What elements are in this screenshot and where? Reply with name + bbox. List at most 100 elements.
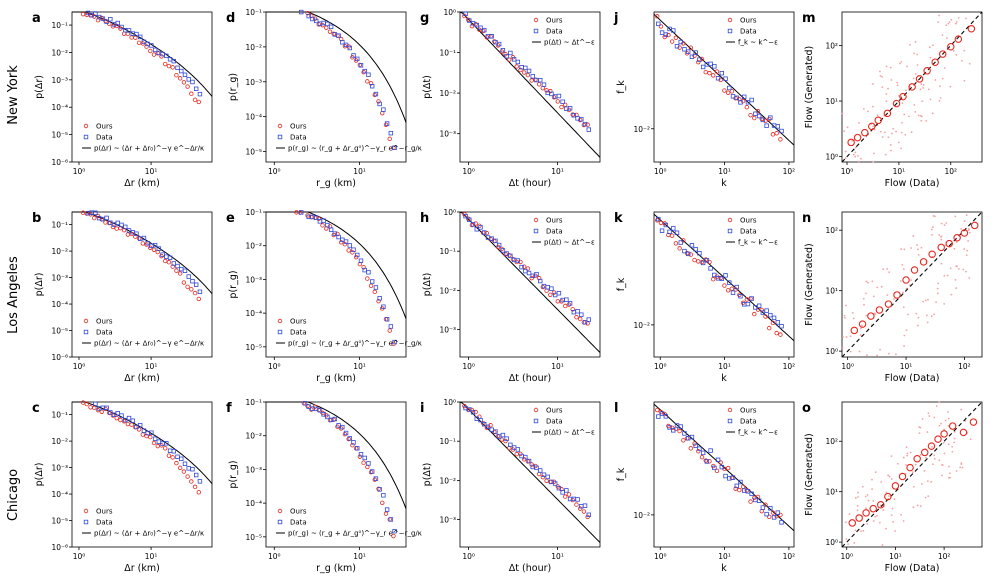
data-point-h [549, 286, 554, 291]
y-tick-label-g: 10⁻² [439, 89, 456, 98]
data-point-h [500, 248, 506, 253]
ours-point-j [662, 34, 667, 40]
flow-cloud-point-m [913, 52, 915, 55]
flow-mean-point-m [899, 92, 907, 101]
data-point-l [764, 511, 769, 517]
data-point-k [723, 273, 728, 278]
flow-cloud-point-o [913, 485, 915, 488]
data-point-g [530, 74, 535, 79]
ours-point-h [540, 284, 546, 290]
legend-data-label-e: Data [290, 329, 307, 337]
ours-point-g [495, 43, 501, 48]
data-point-h [482, 230, 487, 235]
data-point-a [175, 65, 180, 71]
ours-point-e [368, 283, 374, 289]
flow-cloud-point-o [932, 463, 934, 466]
flow-cloud-point-o [911, 471, 914, 474]
y-tick-label-b: 10⁻⁵ [51, 327, 68, 336]
data-point-g [586, 127, 591, 132]
data-point-b [152, 242, 158, 248]
flow-cloud-point-n [874, 313, 877, 316]
y-axis-label-b: p(Δr) [34, 273, 45, 297]
y-axis-label-a: p(Δr) [34, 75, 45, 99]
flow-cloud-point-o [960, 463, 963, 466]
data-point-i [500, 432, 506, 438]
ours-point-i [503, 438, 508, 444]
flow-cloud-point-o [905, 446, 908, 449]
axes-frame-m [841, 11, 983, 163]
flow-cloud-point-n [876, 354, 879, 357]
legend-fit-label-d: p(r_g) ~ (r_g + Δr_g⁰)^−γ_r e^−r_g/κ [288, 145, 422, 153]
ours-point-g [507, 57, 512, 62]
ours-point-f [342, 431, 348, 437]
axes-frame-n [841, 211, 983, 358]
data-point-b [175, 263, 180, 269]
data-point-l [768, 506, 773, 511]
y-tick-label-c: 10⁻² [51, 437, 68, 446]
data-point-c [137, 423, 143, 428]
data-point-c [115, 411, 120, 416]
ours-point-b [174, 268, 179, 273]
ours-point-k [673, 241, 679, 246]
ours-point-f [372, 477, 377, 482]
y-tick-label-o: 10⁰ [825, 538, 838, 547]
axes-frame-c [71, 401, 213, 548]
ours-point-f [383, 511, 389, 516]
data-point-d [336, 33, 341, 38]
ours-point-k [711, 277, 716, 282]
data-point-j [712, 64, 717, 69]
data-point-k [734, 284, 739, 290]
x-tick-label-f: 10¹ [353, 552, 366, 561]
fit-line-i [459, 401, 601, 543]
ours-point-l [669, 425, 675, 430]
data-point-j [756, 113, 762, 119]
flow-cloud-point-o [938, 424, 941, 427]
flow-cloud-point-n [936, 287, 939, 290]
flow-cloud-point-o [906, 454, 909, 457]
axes-frame-o [841, 401, 983, 548]
flow-cloud-point-m [881, 86, 884, 89]
ours-point-g [469, 23, 475, 29]
ours-point-l [737, 487, 742, 493]
data-point-i [467, 407, 472, 412]
ours-point-l [733, 486, 738, 491]
flow-cloud-point-m [957, 16, 960, 19]
flow-cloud-point-o [854, 497, 857, 499]
flow-cloud-point-o [906, 452, 909, 455]
ours-point-j [722, 88, 727, 93]
x-tick-label-k: 10¹ [718, 362, 731, 371]
ours-point-d [368, 81, 374, 86]
data-point-d [358, 63, 364, 68]
flow-cloud-point-m [887, 87, 889, 90]
data-point-l [712, 465, 717, 471]
ours-point-f [391, 533, 396, 539]
data-point-k [700, 260, 706, 266]
flow-cloud-point-n [940, 222, 943, 225]
data-point-l [693, 443, 698, 449]
data-point-h [467, 217, 472, 222]
data-point-f [381, 493, 386, 498]
data-point-l [745, 489, 751, 494]
ours-point-d [335, 33, 340, 38]
legend-fit-label-f: p(r_g) ~ (r_g + Δr_g⁰)^−γ_r e^−r_g/κ [288, 530, 422, 538]
flow-cloud-point-o [947, 417, 950, 420]
flow-cloud-point-o [914, 463, 917, 466]
data-point-k [656, 216, 661, 222]
flow-cloud-point-o [857, 496, 859, 498]
flow-cloud-point-n [849, 335, 852, 338]
data-point-g [511, 57, 517, 62]
data-point-k [693, 247, 698, 252]
ours-point-i [540, 474, 546, 480]
flow-mean-point-o [920, 448, 929, 457]
panel-d: d 10⁰ 10¹ 10⁻⁵ 10⁻⁴ 10⁻³ 10⁻² 10⁻¹ r_g (km) p(r_g… [226, 8, 422, 189]
flow-cloud-point-o [931, 446, 933, 448]
x-tick-label-i: 10¹ [551, 552, 564, 561]
flow-cloud-point-m [916, 53, 918, 56]
ours-point-f [353, 446, 359, 451]
data-point-a [108, 16, 113, 22]
data-point-j [674, 44, 680, 49]
legend-data-label-j: Data [740, 28, 757, 36]
ours-point-j [707, 70, 712, 76]
flow-cloud-point-n [912, 235, 915, 237]
data-point-b [167, 255, 173, 261]
